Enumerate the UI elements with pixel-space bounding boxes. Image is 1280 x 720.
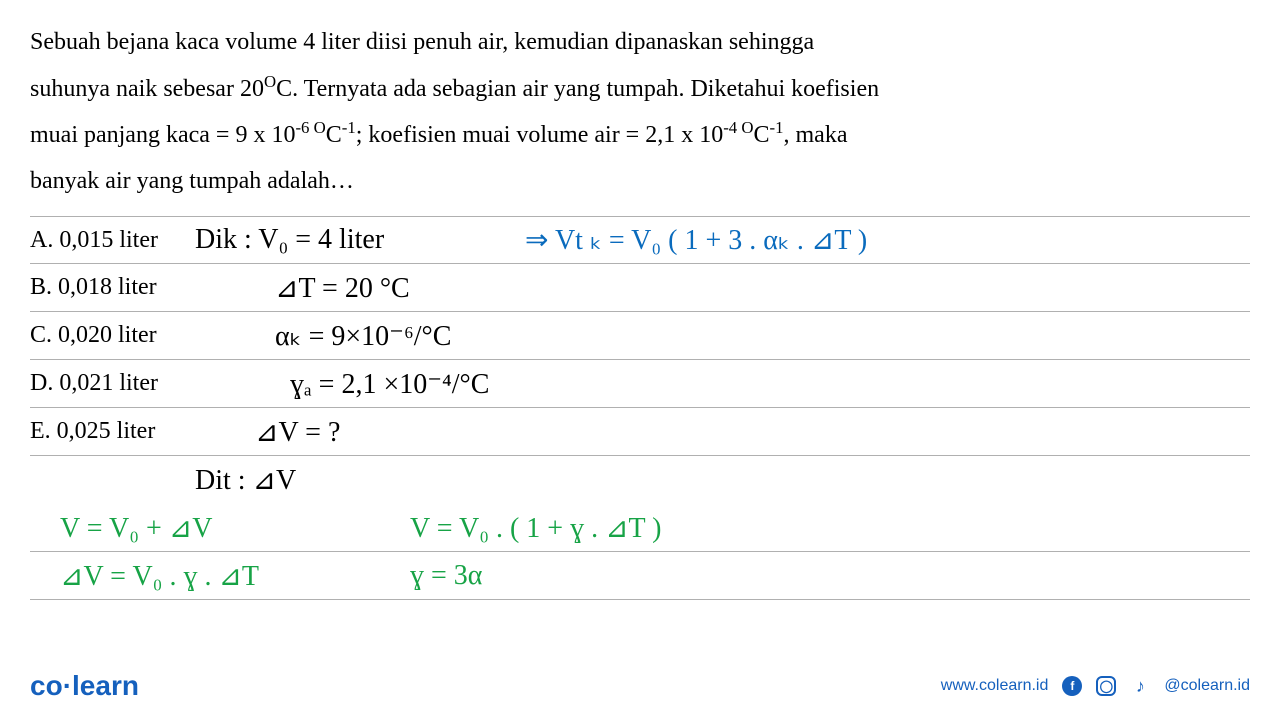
option-d-row: D. 0,021 liter ɣₐ = 2,1 ×10⁻⁴/°C xyxy=(30,360,1250,408)
options-and-work: A. 0,015 liter Dik : V₀ = 4 liter ⇒ Vt ₖ… xyxy=(30,216,1250,504)
instagram-icon: ◯ xyxy=(1096,676,1116,696)
footer-right: www.colearn.id f ◯ ♪ @colearn.id xyxy=(941,676,1250,696)
bottom-row-2: ⊿V = V₀ . ɣ . ⊿T ɣ = 3α xyxy=(30,552,1250,600)
problem-line2: suhunya naik sebesar 20OC. Ternyata ada … xyxy=(30,66,1250,113)
option-b: B. 0,018 liter xyxy=(30,274,195,301)
facebook-icon: f xyxy=(1062,676,1082,696)
problem-line3: muai panjang kaca = 9 x 10-6 OC-1; koefi… xyxy=(30,112,1250,159)
problem-line1: Sebuah bejana kaca volume 4 liter diisi … xyxy=(30,20,1250,66)
problem-text: Sebuah bejana kaca volume 4 liter diisi … xyxy=(30,20,1250,204)
option-c: C. 0,020 liter xyxy=(30,322,195,349)
bottom-row-1: V = V₀ + ⊿V V = V₀ . ( 1 + ɣ . ⊿T ) xyxy=(30,504,1250,552)
footer-handle: @colearn.id xyxy=(1164,677,1250,695)
work-r3: αₖ = 9×10⁻⁶/°C xyxy=(195,319,451,353)
option-e-row: E. 0,025 liter ⊿V = ? xyxy=(30,408,1250,456)
brand-logo: co·learn xyxy=(30,670,139,702)
option-a-row: A. 0,015 liter Dik : V₀ = 4 liter ⇒ Vt ₖ… xyxy=(30,216,1250,264)
option-d: D. 0,021 liter xyxy=(30,370,195,397)
option-b-row: B. 0,018 liter ⊿T = 20 °C xyxy=(30,264,1250,312)
work-b2a: ⊿V = V₀ . ɣ . ⊿T xyxy=(60,559,410,593)
option-e: E. 0,025 liter xyxy=(30,418,195,445)
option-c-row: C. 0,020 liter αₖ = 9×10⁻⁶/°C xyxy=(30,312,1250,360)
tiktok-icon: ♪ xyxy=(1130,676,1150,696)
work-r2: ⊿T = 20 °C xyxy=(195,271,410,305)
footer: co·learn www.colearn.id f ◯ ♪ @colearn.i… xyxy=(30,670,1250,702)
work-r1b: ⇒ Vt ₖ = V₀ ( 1 + 3 . αₖ . ⊿T ) xyxy=(525,223,1250,257)
bottom-work: V = V₀ + ⊿V V = V₀ . ( 1 + ɣ . ⊿T ) ⊿V =… xyxy=(30,504,1250,600)
dit-row: Dit : ⊿V xyxy=(30,456,1250,504)
work-b1b: V = V₀ . ( 1 + ɣ . ⊿T ) xyxy=(410,511,1250,545)
work-r1a: Dik : V₀ = 4 liter xyxy=(195,224,525,256)
work-b1a: V = V₀ + ⊿V xyxy=(60,511,410,545)
work-r4: ɣₐ = 2,1 ×10⁻⁴/°C xyxy=(195,367,489,401)
option-a: A. 0,015 liter xyxy=(30,227,195,254)
footer-url: www.colearn.id xyxy=(941,677,1049,695)
problem-line4: banyak air yang tumpah adalah… xyxy=(30,159,1250,205)
work-r5: ⊿V = ? xyxy=(195,415,340,449)
work-r6: Dit : ⊿V xyxy=(195,463,296,497)
work-b2b: ɣ = 3α xyxy=(410,560,1250,592)
